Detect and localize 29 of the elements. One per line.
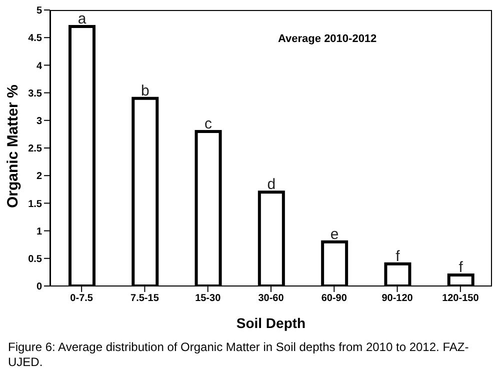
caption: Figure 6: Average distribution of Organic Matter in Soil depths from 2010 to 2012. FAZ-UJED. (8, 340, 470, 370)
y-tick-label: 1 (36, 226, 42, 238)
y-tick-label: 3.5 (28, 88, 42, 100)
annotation: Average 2010-2012 (278, 33, 377, 45)
data-label: e (330, 226, 339, 243)
y-tick-label: 3 (36, 116, 42, 127)
y-tick-label: 4 (36, 60, 42, 72)
data-label: a (78, 10, 87, 28)
data-label: f (458, 258, 464, 276)
y-tick-label: 2 (36, 171, 42, 182)
x-tick-label: 30-60 (258, 293, 284, 304)
x-tick-label: 60-90 (321, 293, 348, 304)
y-tick-label: 1.5 (28, 198, 42, 210)
x-tick-label: 90-120 (382, 293, 414, 304)
x-tick-label: 7.5-15 (130, 293, 160, 304)
x-axis-title: Soil Depth (236, 315, 306, 331)
y-tick-label: 2.5 (28, 144, 42, 155)
y-tick-label: 0 (36, 282, 42, 293)
y-tick-label: 5 (36, 6, 42, 17)
y-tick-label: 4.5 (28, 33, 42, 44)
x-tick-label: 15-30 (195, 293, 222, 304)
y-axis-title: Organic Matter % (4, 84, 22, 208)
x-tick-label: 0-7.5 (70, 293, 94, 304)
y-tick-label: 0.5 (28, 254, 42, 265)
data-label: b (140, 82, 150, 100)
data-label: c (204, 115, 213, 132)
x-tick-label: 120-150 (442, 293, 480, 304)
data-label: f (396, 248, 401, 265)
data-label: d (267, 176, 276, 194)
